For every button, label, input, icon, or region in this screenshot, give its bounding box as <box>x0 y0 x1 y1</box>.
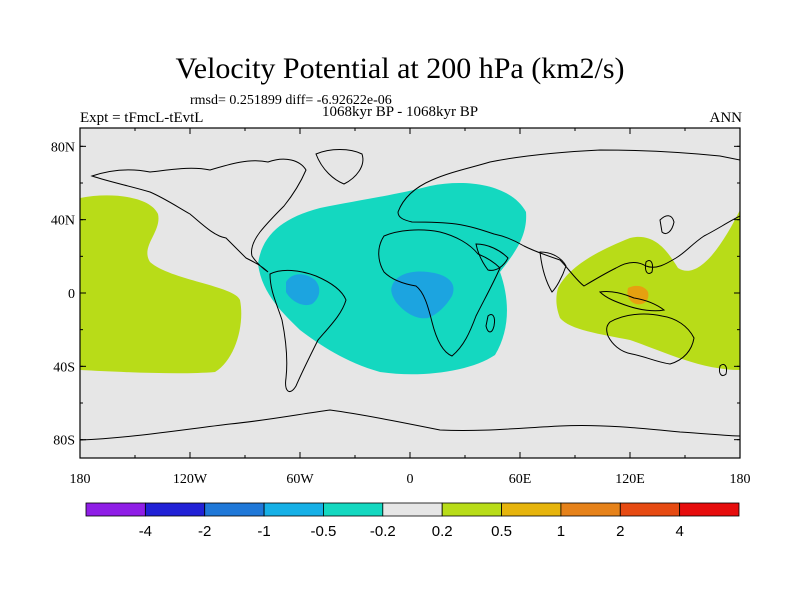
plot-title: Velocity Potential at 200 hPa (km2/s) <box>175 52 625 85</box>
longitude-labels: 180 120W 60W 0 60E 120E 180 <box>70 472 751 487</box>
coast-madagascar <box>485 313 495 333</box>
coastlines <box>80 149 740 441</box>
lat-label: 40S <box>53 360 75 375</box>
lon-label: 60W <box>286 472 314 487</box>
coast-indonesia <box>598 291 666 312</box>
colorbar-swatch <box>85 502 146 517</box>
lon-label: 0 <box>407 472 414 487</box>
colorbar-label: 1 <box>557 523 565 540</box>
colorbar-label: -0.5 <box>311 523 337 540</box>
period-label: 1068kyr BP - 1068kyr BP <box>322 104 479 120</box>
colorbar-label: -0.2 <box>370 523 396 540</box>
colorbar-labels: -4 -2 -1 -0.5 -0.2 0.2 0.5 1 2 4 <box>139 523 684 540</box>
colorbar-swatch <box>441 502 502 517</box>
positive-region-indo-pacific <box>556 210 740 370</box>
season-label: ANN <box>709 110 743 126</box>
negative-core-south-america <box>286 274 320 306</box>
colorbar-swatch <box>144 502 206 517</box>
lat-label: 40N <box>51 214 75 229</box>
coast-antarctica <box>80 409 740 441</box>
colorbar-swatch <box>619 502 681 517</box>
experiment-label: Expt = tFmcL-tEvtL <box>80 110 204 126</box>
colorbar-label: 2 <box>616 523 624 540</box>
negative-core-africa <box>391 271 454 319</box>
colorbar-label: -2 <box>198 523 211 540</box>
lon-label: 120W <box>173 472 208 487</box>
lat-label: 80N <box>51 140 75 155</box>
colorbar-label: -4 <box>139 523 152 540</box>
coast-north-america <box>90 158 307 273</box>
colorbar-swatch <box>382 502 443 517</box>
lon-label: 60E <box>509 472 532 487</box>
coast-australia <box>606 313 695 365</box>
lon-label: 180 <box>730 472 751 487</box>
axis-ticks <box>79 128 741 458</box>
colorbar-swatch <box>560 502 621 517</box>
coast-india <box>539 251 567 293</box>
coast-new-zealand <box>719 363 727 377</box>
colorbar-swatch <box>323 502 384 517</box>
lat-label: 0 <box>68 287 75 302</box>
colorbar-swatch <box>263 502 324 517</box>
coast-arabia <box>475 243 509 271</box>
colorbar-label: 0.2 <box>432 523 453 540</box>
coast-africa <box>378 229 501 357</box>
colorbar-label: -1 <box>257 523 270 540</box>
positive-region-pacific-west <box>80 195 242 374</box>
coast-philippines-japan <box>645 215 675 275</box>
latitude-labels: 80N 40N 0 40S 80S <box>51 140 75 448</box>
colorbar-swatch <box>679 502 740 517</box>
colorbar <box>85 502 740 517</box>
colorbar-label: 0.5 <box>491 523 512 540</box>
coast-south-america <box>269 269 347 393</box>
lon-label: 120E <box>615 472 645 487</box>
colorbar-swatch <box>501 502 562 517</box>
coast-europe-asia <box>397 149 740 287</box>
colorbar-swatch <box>204 502 265 517</box>
colorbar-label: 4 <box>675 523 683 540</box>
lon-label: 180 <box>70 472 91 487</box>
coast-greenland <box>315 149 364 185</box>
stats-label: rmsd= 0.251899 diff= -6.92622e-06 <box>190 93 392 108</box>
lat-label: 80S <box>53 434 75 449</box>
